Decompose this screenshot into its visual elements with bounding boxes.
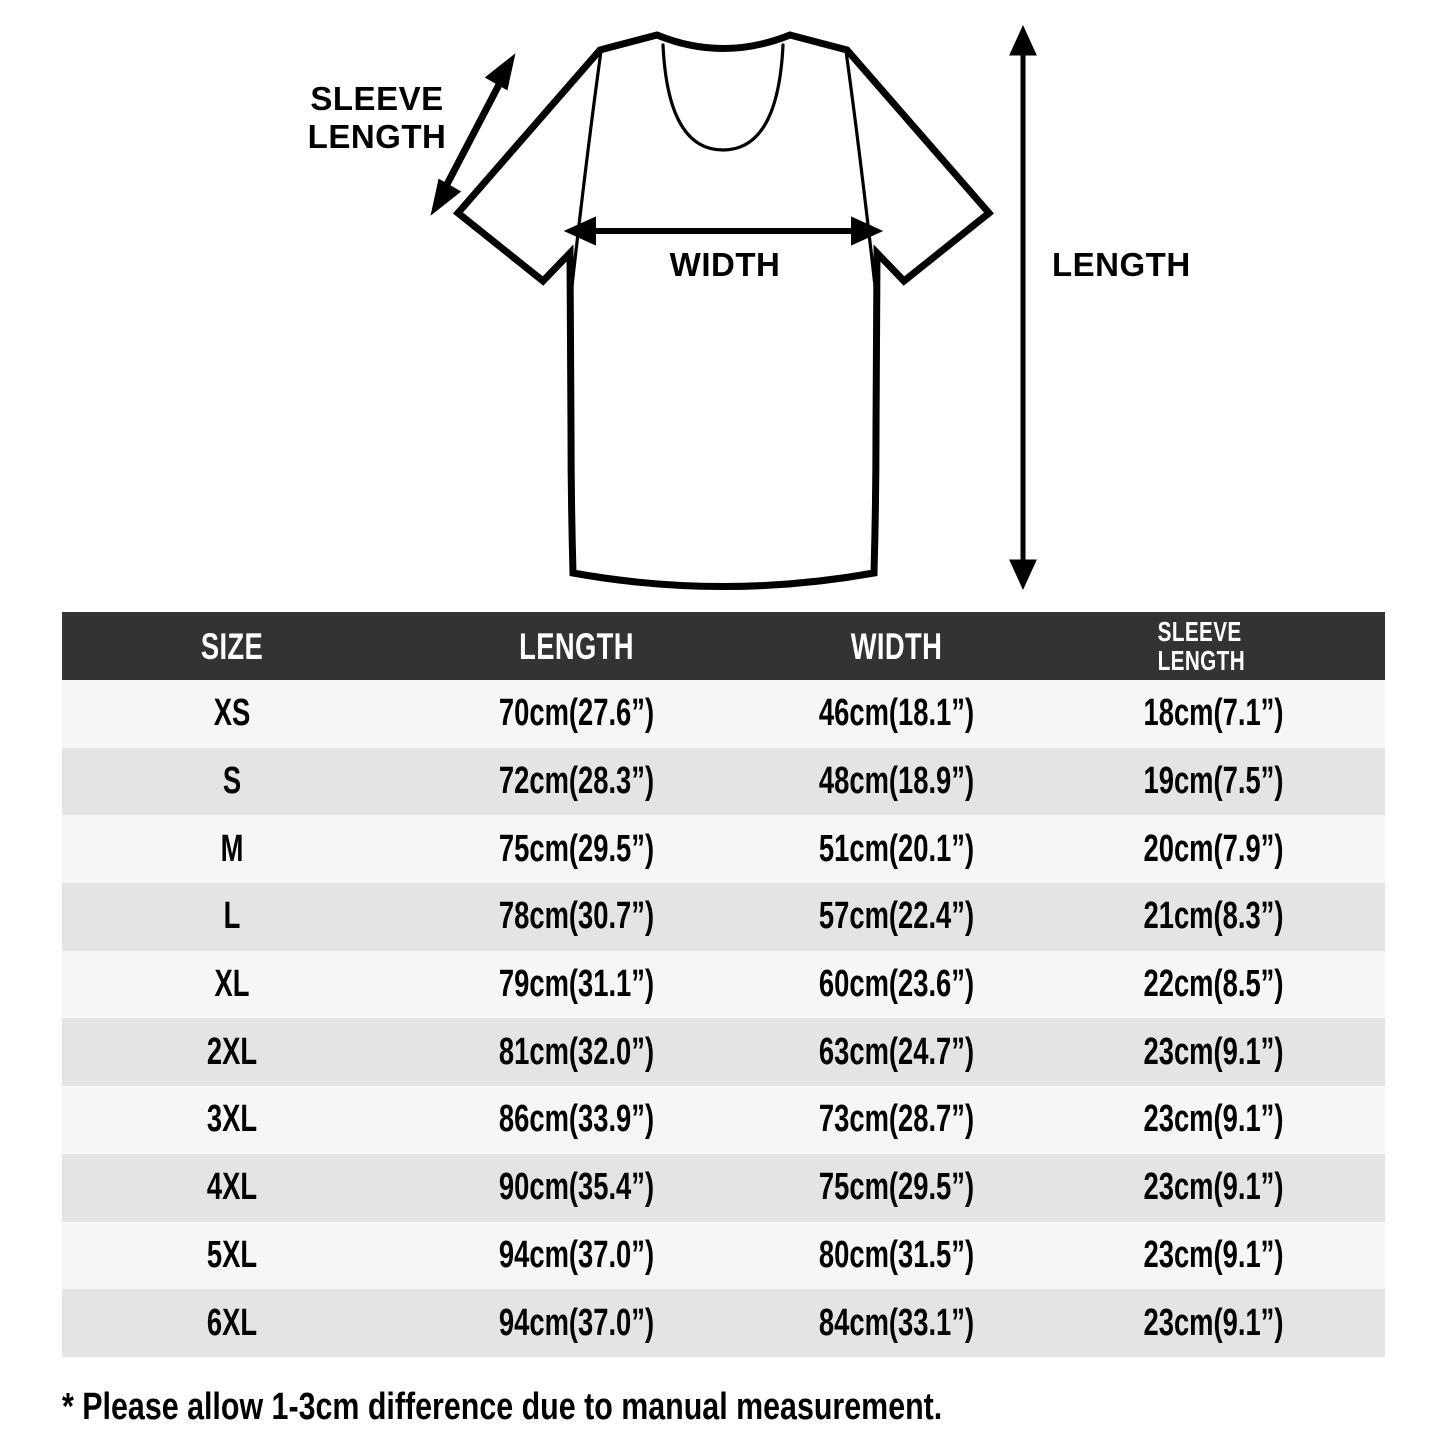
table-row: XL 79cm(31.1”) 60cm(23.6”) 22cm(8.5”) (62, 950, 1385, 1019)
cell-length: 81cm(32.0”) (498, 1030, 655, 1073)
column-header-sleeve-line1: SLEEVE (1157, 615, 1242, 647)
size-chart-table: SIZE LENGTH WIDTH SLEEVE LENGTH XS 70cm(… (62, 612, 1385, 1357)
table-row: 5XL 94cm(37.0”) 80cm(31.5”) 23cm(9.1”) (62, 1221, 1385, 1290)
double-arrow-diagonal-icon (430, 53, 516, 216)
length-diagram-label: LENGTH (1052, 246, 1191, 283)
cell-length: 79cm(31.1”) (498, 963, 655, 1006)
cell-sleeve: 20cm(7.9”) (1143, 827, 1284, 870)
table-header: SIZE LENGTH WIDTH SLEEVE LENGTH (62, 612, 1385, 680)
cell-width: 51cm(20.1”) (818, 827, 975, 870)
cell-size: 6XL (206, 1301, 258, 1344)
table-row: 4XL 90cm(35.4”) 75cm(29.5”) 23cm(9.1”) (62, 1153, 1385, 1222)
cell-size: 4XL (206, 1166, 258, 1209)
cell-sleeve: 23cm(9.1”) (1143, 1098, 1284, 1141)
cell-width: 84cm(33.1”) (818, 1301, 975, 1344)
column-header-sleeve-line2: LENGTH (1157, 645, 1246, 676)
table-header-row: SIZE LENGTH WIDTH SLEEVE LENGTH (62, 612, 1385, 680)
column-header-size: SIZE (200, 625, 264, 667)
column-header-sleeve-length: SLEEVE LENGTH (1087, 612, 1341, 680)
cell-sleeve: 23cm(9.1”) (1143, 1301, 1284, 1344)
cell-width: 63cm(24.7”) (818, 1030, 975, 1073)
table-row: S 72cm(28.3”) 48cm(18.9”) 19cm(7.5”) (62, 747, 1385, 816)
cell-sleeve: 22cm(8.5”) (1143, 963, 1284, 1006)
table-row: L 78cm(30.7”) 57cm(22.4”) 21cm(8.3”) (62, 883, 1385, 951)
cell-sleeve: 23cm(9.1”) (1143, 1233, 1284, 1276)
cell-length: 70cm(27.6”) (498, 692, 655, 735)
cell-sleeve: 19cm(7.5”) (1143, 760, 1284, 803)
double-arrow-horizontal-icon (563, 216, 884, 246)
tshirt-diagram: SLEEVE LENGTH WIDTH LENGTH (0, 0, 1445, 600)
cell-length: 75cm(29.5”) (498, 827, 655, 870)
column-header-length: LENGTH (519, 625, 634, 667)
cell-size: L (223, 895, 241, 938)
cell-length: 94cm(37.0”) (498, 1301, 655, 1344)
cell-size: M (220, 827, 244, 870)
cell-length: 86cm(33.9”) (498, 1098, 655, 1141)
cell-size: 3XL (206, 1098, 258, 1141)
cell-length: 94cm(37.0”) (498, 1233, 655, 1276)
cell-width: 80cm(31.5”) (818, 1233, 975, 1276)
table-row: 2XL 81cm(32.0”) 63cm(24.7”) 23cm(9.1”) (62, 1018, 1385, 1087)
cell-sleeve: 23cm(9.1”) (1143, 1030, 1284, 1073)
cell-width: 46cm(18.1”) (818, 692, 975, 735)
table-row: M 75cm(29.5”) 51cm(20.1”) 20cm(7.9”) (62, 815, 1385, 884)
cell-width: 48cm(18.9”) (818, 760, 975, 803)
cell-length: 90cm(35.4”) (498, 1166, 655, 1209)
cell-size: 5XL (206, 1233, 258, 1276)
cell-size: S (222, 760, 242, 803)
size-chart-table-container: SIZE LENGTH WIDTH SLEEVE LENGTH XS 70cm(… (62, 612, 1385, 1357)
table-row: XS 70cm(27.6”) 46cm(18.1”) 18cm(7.1”) (62, 680, 1385, 748)
double-arrow-vertical-icon (1009, 24, 1037, 591)
cell-sleeve: 18cm(7.1”) (1143, 692, 1284, 735)
tshirt-outline-icon (430, 24, 1037, 591)
table-row: 6XL 94cm(37.0”) 84cm(33.1”) 23cm(9.1”) (62, 1289, 1385, 1357)
measurement-disclaimer: * Please allow 1-3cm difference due to m… (62, 1386, 943, 1428)
sleeve-length-diagram-label: SLEEVE LENGTH (307, 80, 447, 156)
cell-sleeve: 23cm(9.1”) (1143, 1166, 1284, 1209)
cell-sleeve: 21cm(8.3”) (1143, 895, 1284, 938)
cell-width: 60cm(23.6”) (818, 963, 975, 1006)
table-body: XS 70cm(27.6”) 46cm(18.1”) 18cm(7.1”) S … (62, 680, 1385, 1357)
width-diagram-label: WIDTH (669, 246, 781, 283)
cell-width: 57cm(22.4”) (818, 895, 975, 938)
cell-width: 75cm(29.5”) (818, 1166, 975, 1209)
cell-length: 72cm(28.3”) (498, 760, 655, 803)
cell-size: XS (213, 692, 251, 735)
cell-size: XL (214, 963, 250, 1006)
table-row: 3XL 86cm(33.9”) 73cm(28.7”) 23cm(9.1”) (62, 1086, 1385, 1154)
cell-size: 2XL (206, 1030, 258, 1073)
cell-length: 78cm(30.7”) (498, 895, 655, 938)
column-header-width: WIDTH (850, 625, 943, 667)
cell-width: 73cm(28.7”) (818, 1098, 975, 1141)
